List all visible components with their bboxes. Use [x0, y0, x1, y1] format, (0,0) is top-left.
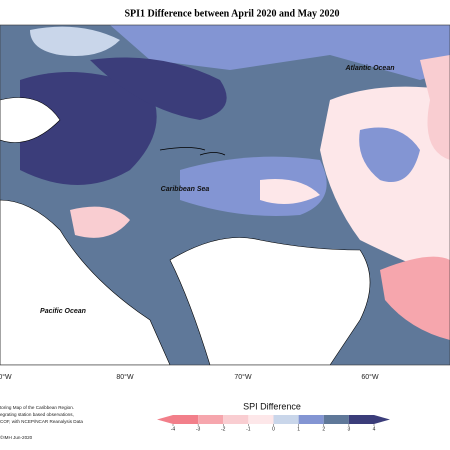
colorbar-tick-label: 3	[347, 426, 350, 432]
colorbar-segment	[273, 415, 299, 424]
colorbar-tick-label: 0	[272, 426, 275, 432]
colorbar-arrow	[374, 415, 390, 424]
credit: ©IMH Jun-2020	[0, 434, 33, 440]
colorbar-tick-label: 1	[297, 426, 300, 432]
note-line: COF, with NCEP/NCAR Reanalysis Data	[0, 419, 83, 424]
colorbar-tick-label: -4	[171, 426, 176, 432]
colorbar-tick-label: -2	[221, 426, 226, 432]
note-line: egrating station based observations,	[0, 412, 74, 417]
note-line: toring Map of the Caribbean Region.	[0, 405, 74, 410]
longitude-label: 60°W	[361, 373, 379, 381]
ocean-label: Atlantic Ocean	[344, 65, 394, 72]
colorbar-tick-label: -1	[246, 426, 251, 432]
colorbar-segment	[173, 415, 199, 424]
colorbar-segment	[348, 415, 374, 424]
map-area	[0, 24, 450, 366]
colorbar-segment	[298, 415, 324, 424]
ocean-label: Pacific Ocean	[40, 308, 86, 315]
colorbar-segment	[198, 415, 224, 424]
longitude-label: 70°W	[234, 373, 252, 381]
colorbar-title: SPI Difference	[243, 401, 301, 411]
sea-label: Caribbean Sea	[161, 186, 210, 193]
colorbar-segment	[223, 415, 249, 424]
colorbar-segment	[248, 415, 274, 424]
map-title: SPI1 Difference between April 2020 and M…	[124, 8, 339, 19]
colorbar-tick-label: 4	[373, 426, 376, 432]
colorbar-segment	[323, 415, 349, 424]
colorbar-tick-label: 2	[322, 426, 325, 432]
colorbar-arrow	[157, 415, 173, 424]
longitude-label: 80°W	[116, 373, 134, 381]
longitude-label: 0°W	[0, 373, 12, 381]
colorbar-tick-label: -3	[196, 426, 201, 432]
